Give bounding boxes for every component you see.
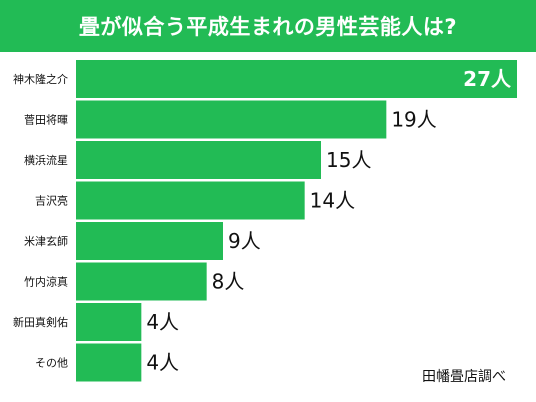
value-label: 4人 (146, 351, 179, 375)
bar (76, 222, 223, 260)
value-label: 14人 (310, 189, 355, 213)
chart-title: 畳が似合う平成生まれの男性芸能人は? (78, 15, 458, 39)
value-label: 4人 (146, 310, 179, 334)
bar (76, 181, 305, 220)
value-label: 27人 (463, 67, 512, 91)
value-label: 15人 (326, 148, 371, 172)
bar (76, 262, 207, 301)
bar (76, 100, 387, 139)
bar (76, 343, 142, 382)
category-label: 吉沢亮 (35, 194, 68, 208)
source-note: 田幡畳店調べ (422, 369, 506, 385)
category-label: 竹内涼真 (24, 275, 68, 289)
bar (76, 303, 142, 341)
category-label: 菅田将暉 (24, 114, 68, 127)
bar (76, 141, 321, 179)
category-label: 米津玄師 (24, 234, 68, 248)
category-label: 神木隆之介 (13, 72, 68, 86)
category-label: 横浜流星 (24, 153, 68, 167)
bar (76, 60, 517, 98)
value-label: 8人 (212, 270, 245, 294)
value-label: 19人 (391, 108, 436, 132)
title-banner: 畳が似合う平成生まれの男性芸能人は? (0, 0, 536, 52)
category-label: 新田真剣佑 (13, 315, 68, 329)
category-label: その他 (35, 357, 68, 370)
value-label: 9人 (228, 229, 261, 253)
